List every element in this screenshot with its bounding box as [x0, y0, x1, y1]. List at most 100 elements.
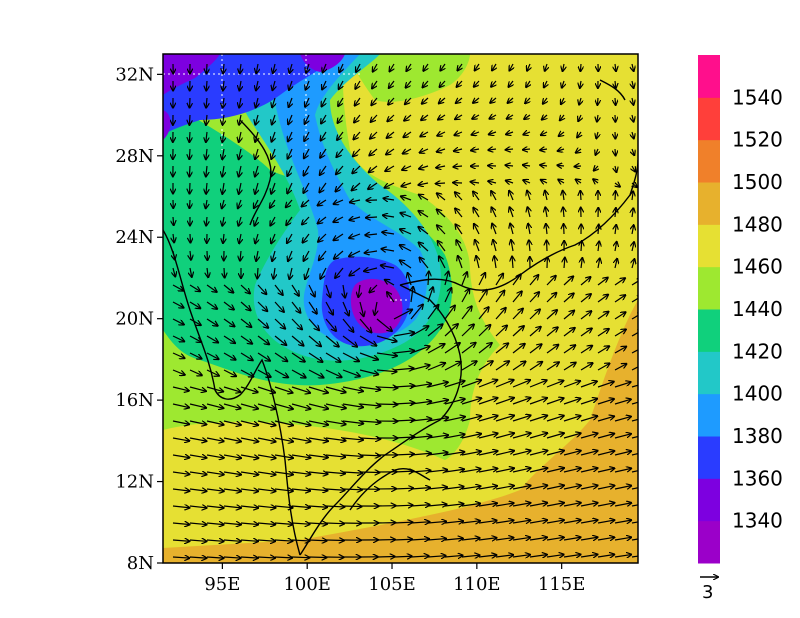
wind-arrow [255, 148, 258, 159]
wind-arrow [189, 557, 206, 558]
wind-arrow [543, 97, 547, 104]
wind-arrow [172, 421, 189, 424]
wind-arrow [495, 326, 507, 337]
wind-arrow [302, 199, 310, 206]
wind-arrow [542, 115, 547, 120]
wind-arrow [427, 344, 445, 354]
longitude-axis: 95E 100E 105E 110E 115E [204, 563, 585, 595]
wind-arrow [545, 63, 547, 71]
wind-arrow [488, 181, 497, 183]
wind-arrow [255, 182, 258, 194]
wind-arrow [423, 80, 429, 87]
wind-arrow [492, 63, 496, 70]
wind-arrow [222, 148, 224, 159]
wind-arrow [563, 345, 575, 354]
wind-arrow [472, 115, 480, 119]
wind-arrow [529, 344, 542, 354]
wind-arrow [393, 539, 412, 540]
wind-arrow [529, 380, 547, 388]
lat-tick-label: 12N [115, 472, 154, 493]
wind-arrow [291, 523, 310, 524]
wind-arrow [614, 520, 631, 523]
wind-arrow [512, 503, 530, 506]
wind-arrow [558, 149, 565, 151]
wind-arrow [343, 284, 345, 298]
wind-arrow [272, 114, 275, 124]
wind-arrow [529, 416, 547, 422]
wind-arrow [444, 434, 465, 439]
wind-arrow [189, 455, 207, 458]
wind-arrow [189, 369, 202, 375]
wind-arrow [563, 485, 581, 490]
wind-arrow [325, 438, 345, 441]
wind-arrow [325, 455, 345, 457]
wind-arrow [597, 555, 614, 557]
wind-arrow [337, 131, 344, 140]
wind-arrow [206, 489, 224, 491]
wind-arrow [546, 555, 564, 557]
wind-arrow [274, 386, 293, 393]
wind-arrow [172, 284, 183, 291]
wind-arrow [289, 63, 292, 73]
wind-arrow [239, 148, 241, 159]
wind-arrow [593, 179, 598, 183]
wind-arrow [580, 537, 597, 540]
wind-arrow [240, 455, 258, 458]
wind-arrow [455, 115, 463, 119]
wind-arrow [563, 555, 581, 557]
wind-arrow [458, 256, 463, 269]
wind-arrow [257, 386, 275, 393]
wind-arrow [495, 308, 506, 320]
wind-arrow [393, 488, 413, 489]
wind-arrow [342, 318, 353, 332]
wind-arrow [368, 182, 378, 189]
wind-arrow [632, 259, 634, 269]
wind-arrow [478, 343, 492, 354]
wind-arrow [206, 199, 207, 208]
wind-arrow [354, 114, 361, 122]
wind-arrow [427, 504, 447, 506]
wind-arrow [308, 420, 328, 425]
wind-arrow [272, 131, 275, 142]
wind-arrow [224, 267, 225, 278]
wind-arrow [563, 468, 581, 473]
wind-arrow [256, 80, 258, 90]
wind-arrow [274, 352, 287, 361]
wind-arrow [172, 472, 189, 474]
colorbar-swatch [698, 266, 720, 310]
wind-arrow [529, 433, 547, 439]
wind-arrow [257, 284, 266, 294]
wind-arrow [631, 521, 638, 524]
wind-arrow [512, 451, 531, 456]
wind-arrow [597, 451, 614, 456]
wind-arrow [189, 540, 206, 541]
wind-arrow [580, 381, 597, 388]
wind-arrow [404, 114, 412, 121]
wind-arrow [580, 485, 598, 490]
wind-arrow [207, 267, 208, 277]
wind-arrow [274, 403, 293, 409]
wind-arrow [614, 417, 631, 422]
wind-arrow [495, 451, 514, 456]
wind-arrow [563, 503, 581, 506]
wind-arrow [342, 506, 361, 507]
wind-arrow [410, 365, 430, 371]
wind-arrow [189, 114, 190, 125]
wind-arrow [461, 398, 481, 405]
wind-arrow [444, 452, 464, 455]
wind-arrow [173, 267, 175, 276]
wind-arrow [558, 180, 565, 183]
wind-arrow [597, 537, 614, 540]
wind-arrow [492, 207, 497, 218]
wind-arrow [206, 540, 224, 541]
wind-arrow [427, 539, 446, 540]
wind-arrow [240, 540, 258, 541]
wind-arrow [172, 301, 184, 308]
wind-arrow [325, 386, 346, 392]
wind-arrow [206, 352, 219, 359]
wind-arrow [257, 489, 276, 491]
wind-arrow [563, 416, 581, 422]
wind-arrow [334, 233, 344, 240]
wind-arrow [320, 165, 327, 175]
wind-arrow [597, 346, 609, 354]
